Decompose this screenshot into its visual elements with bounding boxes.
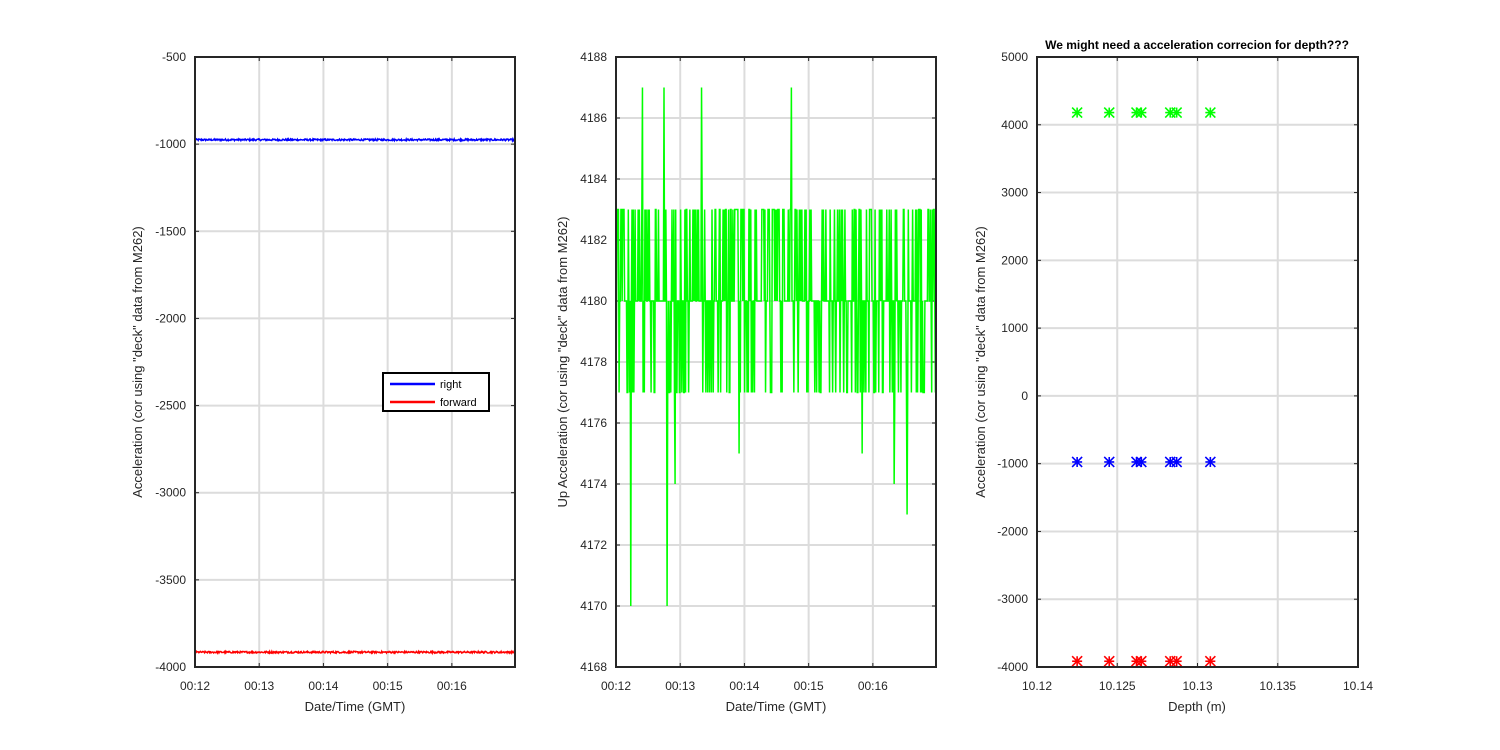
- y-tick-label: -500: [162, 50, 186, 64]
- plot-area: [195, 57, 515, 667]
- y-tick-label: 4172: [580, 538, 607, 552]
- x-tick-label: 00:12: [180, 679, 210, 693]
- axes-box: [1036, 56, 1359, 668]
- y-tick-label: -1000: [997, 457, 1028, 471]
- y-tick-label: -2500: [155, 399, 186, 413]
- legend-box: [382, 372, 490, 412]
- series-line-up: [615, 87, 937, 607]
- legend-label-right: right: [440, 379, 461, 391]
- x-tick-label: 00:14: [308, 679, 338, 693]
- data-point: [1204, 655, 1216, 667]
- x-tick-label: 00:14: [729, 679, 759, 693]
- x-axis-label: Date/Time (GMT): [726, 699, 827, 714]
- y-tick-label: -4000: [997, 660, 1028, 674]
- data-point: [1135, 107, 1147, 119]
- y-tick-label: 4180: [580, 294, 607, 308]
- x-tick-label: 10.14: [1343, 679, 1373, 693]
- y-tick-label: 4170: [580, 599, 607, 613]
- data-point: [1103, 655, 1115, 667]
- data-point: [1204, 456, 1216, 468]
- chart-panel-up-acceleration: Up Acceleration (cor using "deck" data f…: [555, 50, 937, 714]
- data-point: [1171, 655, 1183, 667]
- y-tick-label: 0: [1021, 389, 1028, 403]
- data-point: [1071, 655, 1083, 667]
- data-point: [1071, 456, 1083, 468]
- x-tick-label: 00:15: [373, 679, 403, 693]
- legend-label-forward: forward: [440, 397, 477, 409]
- x-tick-label: 00:16: [437, 679, 467, 693]
- chart-panel-acceleration-right-forward: right forward Acceleration (cor using "dec…: [130, 50, 516, 714]
- y-tick-label: 4000: [1001, 118, 1028, 132]
- y-tick-label: 4184: [580, 172, 607, 186]
- y-tick-label: -2000: [155, 311, 186, 325]
- y-tick-label: 4178: [580, 355, 607, 369]
- data-point: [1171, 456, 1183, 468]
- y-tick-label: 5000: [1001, 50, 1028, 64]
- axes-box: [194, 56, 516, 668]
- x-axis-label: Date/Time (GMT): [305, 699, 406, 714]
- chart-title: We might need a acceleration correcion f…: [1045, 38, 1349, 52]
- y-tick-label: 4176: [580, 416, 607, 430]
- y-tick-label: -2000: [997, 524, 1028, 538]
- chart-panel-acceleration-vs-depth: We might need a acceleration correcion f…: [973, 38, 1373, 714]
- series-line-forward: [194, 649, 516, 656]
- y-axis-label: Acceleration (cor using "deck" data from…: [130, 226, 145, 498]
- y-tick-label: 2000: [1001, 253, 1028, 267]
- x-tick-label: 00:16: [858, 679, 888, 693]
- y-tick-label: -3000: [155, 486, 186, 500]
- data-point: [1135, 456, 1147, 468]
- data-point: [1204, 107, 1216, 119]
- y-tick-label: -1000: [155, 137, 186, 151]
- axes-box: [615, 56, 937, 668]
- x-tick-label: 10.12: [1022, 679, 1052, 693]
- data-point: [1103, 107, 1115, 119]
- y-tick-label: 3000: [1001, 186, 1028, 200]
- data-point: [1171, 107, 1183, 119]
- x-tick-label: 00:15: [794, 679, 824, 693]
- y-tick-label: 4168: [580, 660, 607, 674]
- x-tick-label: 00:13: [665, 679, 695, 693]
- y-axis-label: Up Acceleration (cor using "deck" data f…: [555, 216, 570, 507]
- y-tick-label: 4182: [580, 233, 607, 247]
- data-point: [1103, 456, 1115, 468]
- y-tick-label: 4188: [580, 50, 607, 64]
- y-tick-label: 1000: [1001, 321, 1028, 335]
- data-point: [1071, 107, 1083, 119]
- y-tick-label: 4186: [580, 111, 607, 125]
- series-line-right: [194, 136, 516, 144]
- x-tick-label: 10.135: [1259, 679, 1296, 693]
- x-tick-label: 10.125: [1099, 679, 1136, 693]
- x-tick-label: 00:13: [244, 679, 274, 693]
- y-axis-label: Acceleration (cor using "deck" data from…: [973, 226, 988, 498]
- y-tick-label: -1500: [155, 224, 186, 238]
- x-tick-label: 00:12: [601, 679, 631, 693]
- data-point: [1135, 655, 1147, 667]
- x-tick-label: 10.13: [1182, 679, 1212, 693]
- x-axis-label: Depth (m): [1168, 699, 1226, 714]
- y-tick-label: 4174: [580, 477, 607, 491]
- legend: right forward: [382, 372, 490, 412]
- y-tick-label: -4000: [155, 660, 186, 674]
- y-tick-label: -3500: [155, 573, 186, 587]
- y-tick-label: -3000: [997, 592, 1028, 606]
